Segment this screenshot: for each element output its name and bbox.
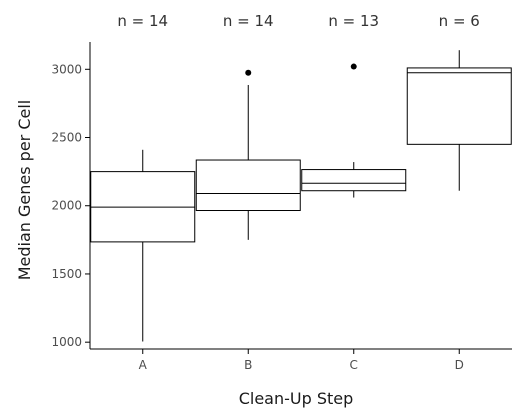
y-axis: 1000 1500 2000 2500 3000: [51, 42, 91, 349]
count-label: n = 14: [223, 12, 274, 30]
x-tick-label: B: [244, 358, 252, 372]
y-tick-label: 2500: [51, 131, 82, 145]
y-tick-label: 3000: [51, 62, 82, 76]
y-axis-title: Median Genes per Cell: [15, 100, 34, 281]
box-A: [90, 149, 196, 342]
x-axis: A B C D: [90, 348, 512, 372]
count-labels: n = 14 n = 14 n = 13 n = 6: [117, 12, 479, 30]
box-C: [301, 63, 407, 198]
x-tick-label: A: [139, 358, 148, 372]
y-tick-label: 1000: [51, 335, 82, 349]
count-label: n = 13: [328, 12, 379, 30]
outlier-point: [350, 63, 357, 70]
y-tick-label: 1500: [51, 267, 82, 281]
box-iqr: [406, 67, 512, 145]
outlier-point: [245, 69, 252, 76]
x-tick-label: D: [455, 358, 464, 372]
box-iqr: [195, 159, 301, 212]
count-label: n = 6: [439, 12, 480, 30]
box-B: [195, 69, 301, 240]
x-tick-label: C: [350, 358, 358, 372]
box-iqr: [301, 169, 407, 192]
boxes: [90, 50, 512, 342]
count-label: n = 14: [117, 12, 168, 30]
box-D: [406, 50, 512, 191]
y-tick-label: 2000: [51, 199, 82, 213]
x-axis-title: Clean-Up Step: [239, 389, 354, 408]
